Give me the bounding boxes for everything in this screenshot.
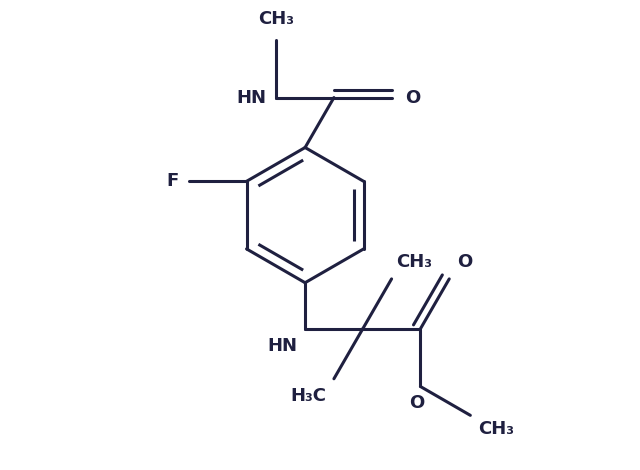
Text: F: F	[166, 172, 179, 190]
Text: HN: HN	[236, 88, 266, 107]
Text: O: O	[409, 394, 424, 413]
Text: O: O	[457, 253, 472, 271]
Text: CH₃: CH₃	[259, 10, 294, 28]
Text: CH₃: CH₃	[478, 420, 515, 439]
Text: CH₃: CH₃	[397, 253, 433, 271]
Text: O: O	[406, 88, 420, 107]
Text: HN: HN	[267, 337, 297, 355]
Text: H₃C: H₃C	[290, 387, 326, 405]
